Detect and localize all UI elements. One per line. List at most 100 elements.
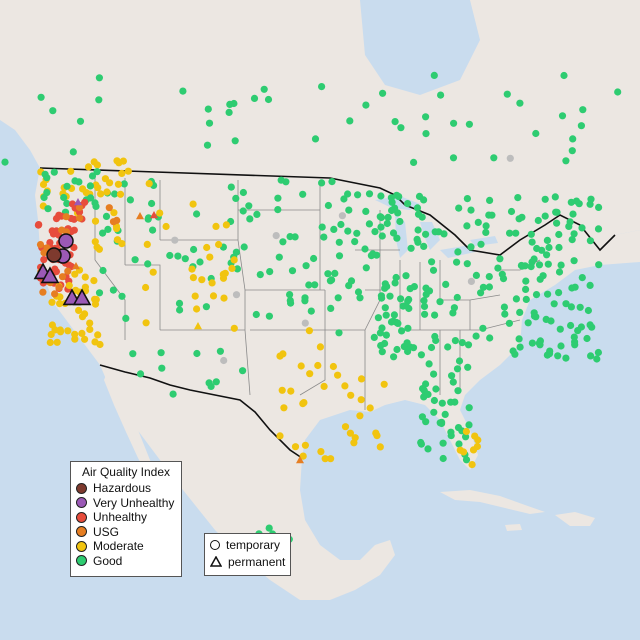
monitor-marker [467,277,475,285]
monitor-marker [421,310,429,318]
monitor-marker [286,291,294,299]
monitor-marker [594,348,603,357]
monitor-marker [378,348,386,356]
monitor-marker [501,310,509,318]
monitor-marker [516,343,524,351]
monitor-marker [228,264,236,272]
monitor-marker [356,294,364,302]
monitor-marker [95,74,103,82]
monitor-marker [583,334,591,343]
very-unhealthy-swatch [76,497,87,509]
monitor-marker [245,202,253,210]
jamaica-land [505,524,522,531]
monitor-marker [233,265,241,273]
monitor-marker [451,398,459,406]
monitor-marker [535,261,544,269]
monitor-marker [81,335,89,343]
monitor-marker [300,399,308,407]
monitor-marker [354,191,362,199]
legend-label: USG [93,524,120,539]
monitor-marker [550,300,558,308]
monitor-marker [63,182,71,190]
legend-item-usg: USG [71,525,181,540]
monitor-marker [424,445,432,453]
monitor-marker [380,380,388,388]
monitor-marker [311,281,319,289]
monitor-marker [58,226,66,234]
monitor-marker [578,224,586,232]
monitor-marker [46,239,54,247]
monitor-marker [194,322,202,330]
triangle-icon [210,556,222,567]
monitor-marker [514,194,522,202]
monitor-marker [288,267,297,275]
monitor-marker [91,199,99,207]
monitor-marker [129,350,137,358]
monitor-marker [577,122,586,130]
monitor-marker [384,213,392,221]
monitor-marker [78,313,87,321]
monitor-marker [439,454,447,463]
monitor-marker [389,229,398,237]
monitor-marker [193,305,201,313]
monitor-marker [406,285,414,293]
monitor-marker [157,349,165,357]
monitor-marker [386,292,394,300]
monitor-marker [562,157,570,165]
monitor-marker [506,229,514,237]
monitor-marker [230,256,238,264]
monitor-marker [88,172,97,180]
monitor-marker [455,204,463,212]
monitor-marker [95,289,104,297]
monitor-marker [340,195,348,203]
monitor-marker [555,268,564,276]
monitor-marker [46,338,54,347]
monitor-marker [569,210,577,218]
monitor-marker [479,324,487,332]
monitor-marker [378,232,386,240]
monitor-marker [143,240,151,248]
monitor-marker [586,237,595,245]
monitor-marker [494,264,502,272]
monitor-marker [586,200,594,208]
monitor-marker [462,456,471,464]
legend-item-hazardous: Hazardous [71,481,181,496]
monitor-marker [179,87,187,95]
monitor-marker [442,280,450,288]
monitor-marker [395,193,403,201]
monitor-marker [198,276,206,284]
legend-item-moderate: Moderate [71,539,181,554]
monitor-marker [149,268,157,276]
monitor-marker [570,257,578,265]
monitor-marker [40,249,48,257]
monitor-marker [468,461,476,469]
monitor-marker [37,93,45,101]
monitor-marker [528,339,537,347]
monitor-marker [240,243,248,251]
monitor-marker [118,169,126,177]
monitor-marker [344,227,352,235]
monitor-marker [575,200,583,208]
monitor-marker [126,196,134,204]
monitor-marker [67,167,75,175]
monitor-marker [202,303,210,311]
monitor-marker [555,243,563,252]
monitor-marker [334,294,342,302]
monitor-marker [250,94,259,102]
monitor-marker [463,260,471,268]
monitor-marker [441,410,449,418]
monitor-marker [311,135,320,143]
legend-item-very-unhealthy: Very Unhealthy [71,496,181,511]
monitor-marker [40,266,60,284]
monitor-marker [362,264,370,272]
monitor-marker [447,428,455,436]
monitor-marker [422,380,430,388]
monitor-marker [554,352,562,360]
monitor-marker [555,230,563,239]
monitor-marker [594,225,603,233]
monitor-marker [439,439,447,447]
monitor-marker [505,319,513,327]
monitor-marker [567,303,576,311]
legend-label: Good [93,553,123,568]
